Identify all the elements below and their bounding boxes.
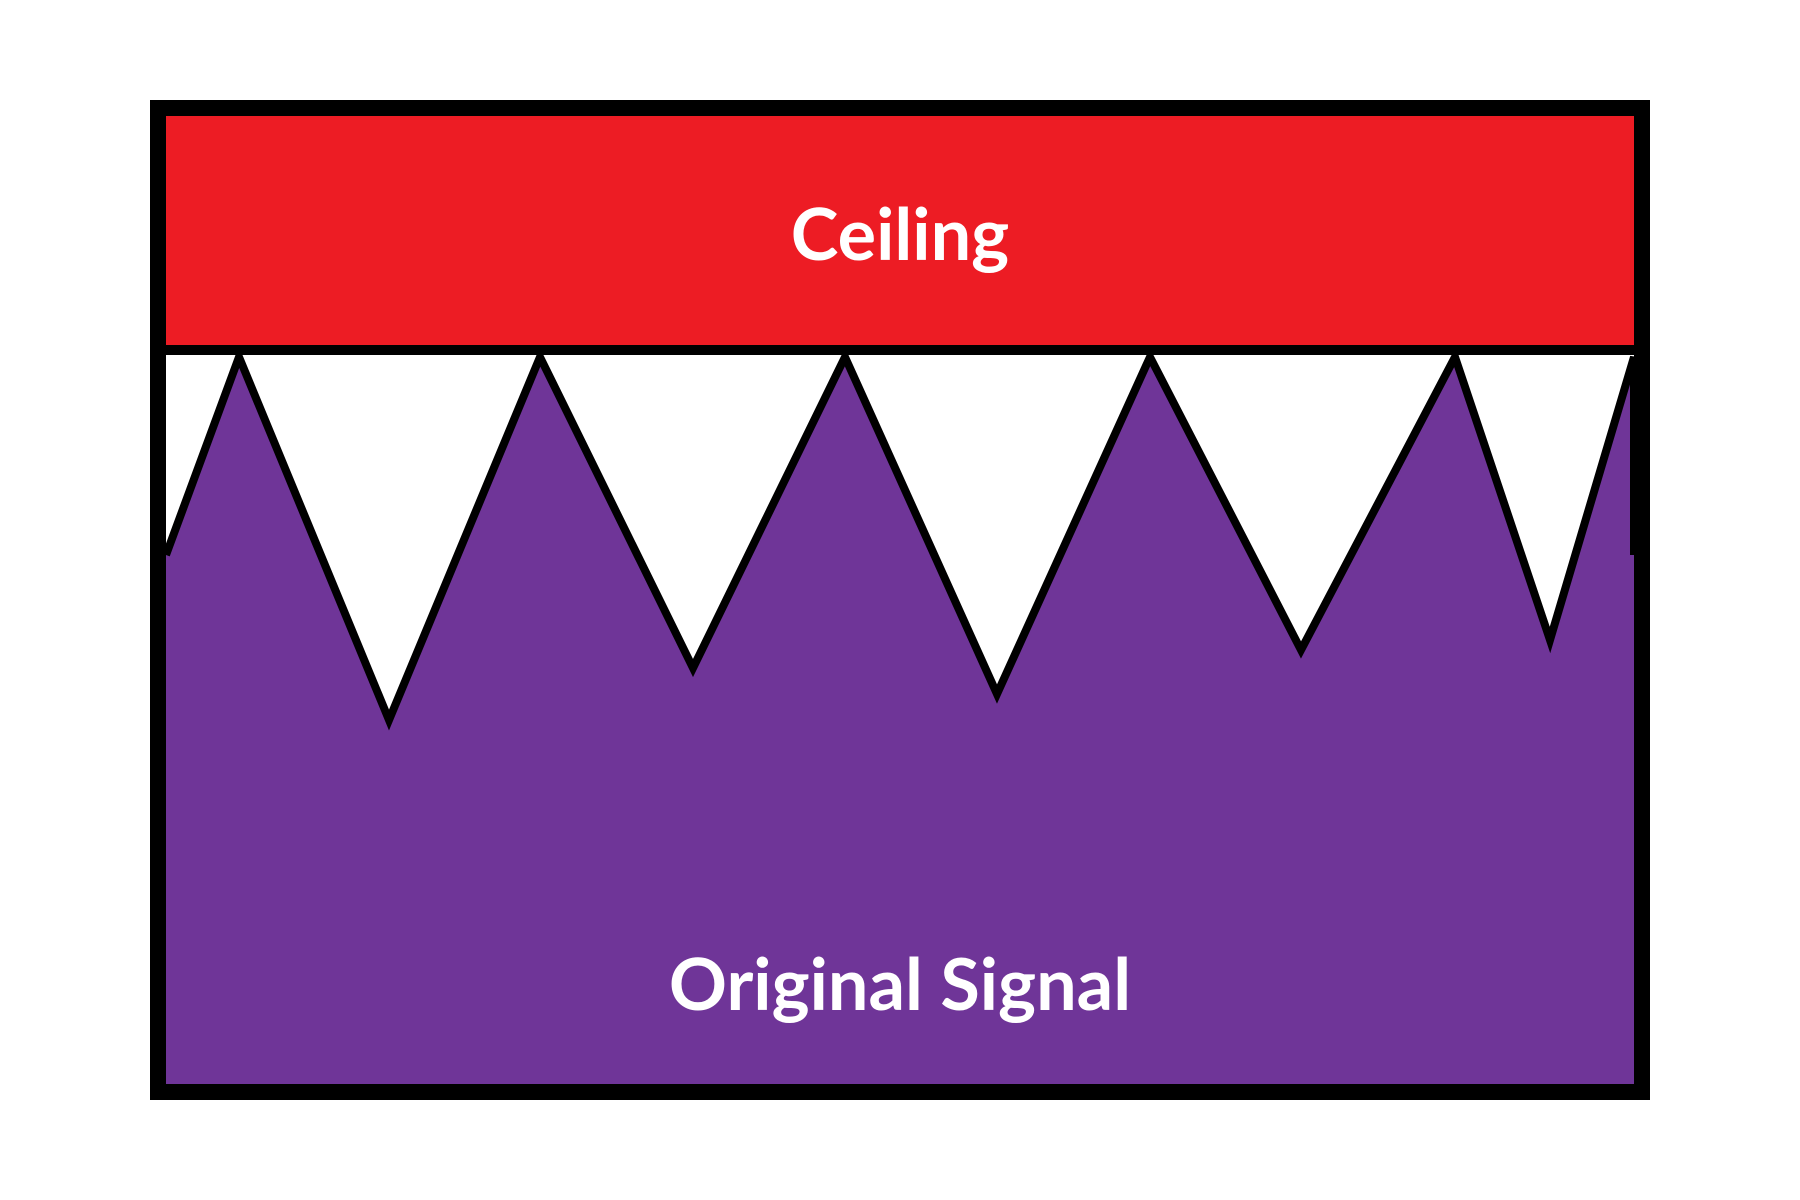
signal-ceiling-diagram: Ceiling Original Signal — [150, 100, 1650, 1100]
original-signal-label: Original Signal — [669, 940, 1131, 1026]
ceiling-label: Ceiling — [791, 190, 1009, 276]
diagram-stage: Ceiling Original Signal — [0, 0, 1800, 1200]
